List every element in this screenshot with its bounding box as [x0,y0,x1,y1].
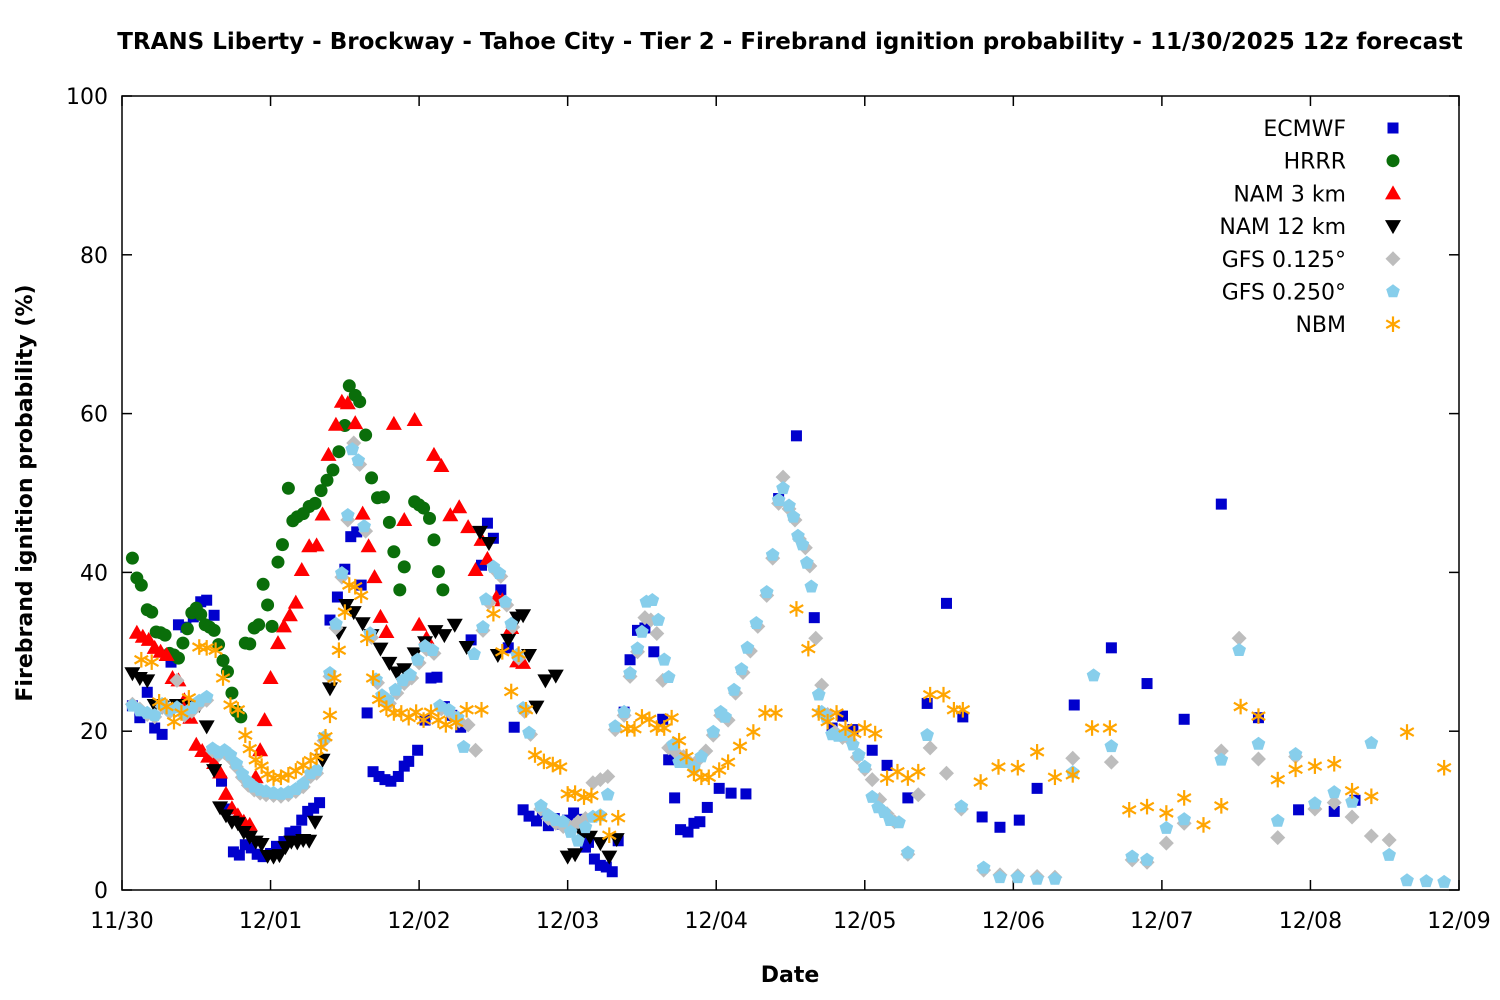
legend-label: HRRR [1284,150,1346,175]
legend-label: ECMWF [1263,117,1346,142]
legend-label: GFS 0.125° [1222,248,1346,273]
legend-label: NAM 3 km [1233,182,1346,207]
x-tick-label: 11/30 [90,909,153,934]
x-tick-label: 12/04 [685,909,748,934]
x-tick-label: 12/08 [1279,909,1342,934]
y-tick-label: 0 [94,879,108,904]
x-tick-label: 12/01 [239,909,302,934]
y-tick-label: 60 [80,403,108,428]
legend-item-gfs-0-125-: GFS 0.125° [1222,248,1401,273]
y-tick-label: 80 [80,244,108,269]
legend: ECMWF HRRR NAM 3 km NAM 12 km GFS 0.125° GFS … [1219,117,1401,338]
legend-item-nam-3-km: NAM 3 km [1233,182,1401,207]
legend-marker-square-icon [1387,122,1399,134]
x-axis: 11/30 12/01 12/02 12/03 12/04 12/05 12/06 12/07… [90,96,1491,934]
x-tick-label: 12/07 [1130,909,1193,934]
legend-marker-diamond-icon [1385,251,1401,267]
x-tick-label: 12/06 [982,909,1045,934]
legend-label: NBM [1295,313,1346,338]
legend-label: GFS 0.250° [1222,281,1346,306]
y-axis-title: Firebrand ignition probability (%) [13,284,38,701]
series-ecmwf [126,430,1361,878]
y-axis: 0 20 40 60 80 100 [66,85,1459,904]
x-tick-label: 12/03 [536,909,599,934]
x-tick-label: 12/02 [387,909,450,934]
legend-marker-pentagon-icon [1386,284,1400,298]
y-tick-label: 20 [80,720,108,745]
chart-title: TRANS Liberty - Brockway - Tahoe City - … [117,29,1463,55]
x-tick-label: 12/05 [833,909,896,934]
y-tick-label: 100 [66,85,108,110]
plot-area: 11/30 12/01 12/02 12/03 12/04 12/05 12/06 12/07… [66,85,1491,934]
series-nbm [134,577,1452,844]
x-tick-label: 12/09 [1427,909,1490,934]
legend-item-nam-12-km: NAM 12 km [1219,215,1401,240]
legend-item-gfs-0-250-: GFS 0.250° [1222,281,1400,306]
series-gfs-0-250- [125,442,1451,888]
legend-marker-triangle-up-icon [1385,185,1401,200]
plot-border [121,95,1460,891]
legend-item-nbm: NBM [1295,313,1401,338]
legend-item-ecmwf: ECMWF [1263,117,1399,142]
legend-label: NAM 12 km [1219,215,1346,240]
legend-marker-triangle-down-icon [1385,220,1401,235]
legend-marker-asterisk-icon [1385,316,1401,332]
y-tick-label: 40 [80,561,108,586]
legend-marker-circle-icon [1386,154,1400,168]
legend-item-hrrr: HRRR [1284,150,1400,175]
series-hrrr [125,379,450,724]
x-axis-title: Date [761,963,820,988]
